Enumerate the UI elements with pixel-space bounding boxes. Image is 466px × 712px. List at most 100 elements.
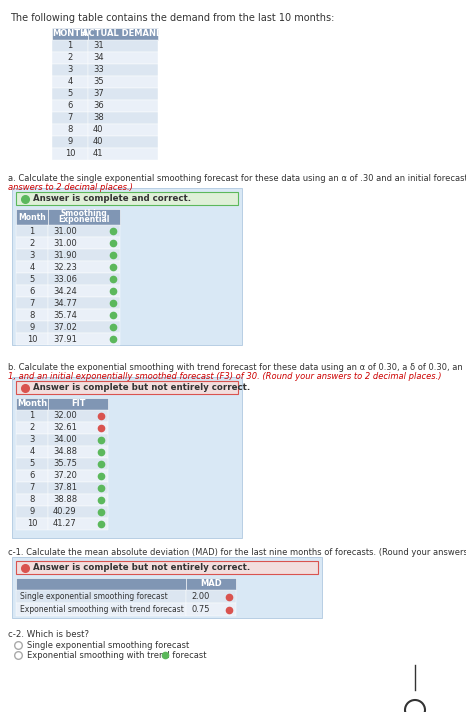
Bar [48, 494, 108, 506]
Bar [16, 321, 48, 333]
Text: 34.24: 34.24 [53, 286, 77, 295]
Bar [16, 434, 48, 446]
Bar [52, 100, 88, 112]
Bar [16, 285, 48, 297]
Bar [88, 88, 158, 100]
Bar [88, 52, 158, 64]
Bar [16, 297, 48, 309]
Text: 31.00: 31.00 [53, 226, 77, 236]
Bar [48, 209, 120, 225]
Text: 6: 6 [29, 471, 34, 481]
Text: 10: 10 [27, 520, 37, 528]
Bar [52, 52, 88, 64]
Text: The following table contains the demand from the last 10 months:: The following table contains the demand … [10, 13, 335, 23]
Bar [48, 249, 120, 261]
Text: 9: 9 [68, 137, 73, 147]
Bar [88, 76, 158, 88]
Bar [48, 321, 120, 333]
Bar [88, 28, 158, 40]
Bar [16, 273, 48, 285]
Text: 2: 2 [29, 239, 34, 248]
Bar [16, 309, 48, 321]
Bar [88, 136, 158, 148]
Text: 6: 6 [67, 102, 73, 110]
Bar [88, 40, 158, 52]
Text: Answer is complete and correct.: Answer is complete and correct. [33, 194, 191, 203]
Bar [48, 410, 108, 422]
Text: b. Calculate the exponential smoothing with trend forecast for these data using : b. Calculate the exponential smoothing w… [8, 363, 466, 372]
Bar [16, 209, 48, 225]
Text: c-1. Calculate the mean absolute deviation (MAD) for the last nine months of for: c-1. Calculate the mean absolute deviati… [8, 548, 466, 557]
Text: 32.61: 32.61 [53, 424, 77, 432]
Bar [16, 470, 48, 482]
Bar [16, 458, 48, 470]
Bar [186, 578, 236, 590]
Bar [48, 446, 108, 458]
Text: c-2. Which is best?: c-2. Which is best? [8, 630, 89, 639]
Text: 37.81: 37.81 [53, 483, 77, 493]
Text: 8: 8 [29, 310, 34, 320]
Text: 31.00: 31.00 [53, 239, 77, 248]
Bar [88, 100, 158, 112]
Bar [186, 603, 236, 616]
Bar [88, 64, 158, 76]
Text: 40: 40 [93, 125, 103, 135]
Text: 38: 38 [93, 113, 104, 122]
Bar [16, 398, 48, 410]
Text: 35.75: 35.75 [53, 459, 77, 468]
Bar [88, 148, 158, 160]
Text: 38.88: 38.88 [53, 496, 77, 505]
Text: Answer is complete but not entirely correct.: Answer is complete but not entirely corr… [33, 563, 250, 572]
Text: 9: 9 [29, 323, 34, 332]
Text: 34.88: 34.88 [53, 448, 77, 456]
Text: 0.75: 0.75 [191, 605, 210, 614]
Text: 7: 7 [67, 113, 73, 122]
Text: FIT: FIT [71, 399, 85, 409]
Bar [16, 381, 238, 394]
Text: answers to 2 decimal places.): answers to 2 decimal places.) [8, 183, 133, 192]
Bar [52, 88, 88, 100]
Text: 3: 3 [29, 436, 34, 444]
Bar [16, 561, 318, 574]
Text: 5: 5 [68, 90, 73, 98]
Text: MAD: MAD [200, 580, 222, 589]
Text: 1, and an initial exponentially smoothed forecast (F3) of 30. (Round your answer: 1, and an initial exponentially smoothed… [8, 372, 441, 381]
Bar [48, 285, 120, 297]
Text: Month: Month [18, 212, 46, 221]
Bar [52, 76, 88, 88]
Text: 37.91: 37.91 [53, 335, 77, 343]
Text: a. Calculate the single exponential smoothing forecast for these data using an α: a. Calculate the single exponential smoo… [8, 174, 466, 183]
Text: 34: 34 [93, 53, 103, 63]
Text: 32.00: 32.00 [53, 412, 77, 421]
Bar [12, 557, 322, 618]
Text: 7: 7 [29, 298, 34, 308]
Text: ACTUAL DEMAND: ACTUAL DEMAND [82, 29, 164, 38]
Text: 1: 1 [68, 41, 73, 51]
Bar [48, 237, 120, 249]
Text: 37.20: 37.20 [53, 471, 77, 481]
Bar [48, 261, 120, 273]
Bar [48, 470, 108, 482]
Bar [16, 192, 238, 205]
Bar [52, 148, 88, 160]
Text: 8: 8 [29, 496, 34, 505]
Bar [16, 494, 48, 506]
Text: 10: 10 [65, 150, 75, 159]
Text: 32.23: 32.23 [53, 263, 77, 271]
Bar [88, 124, 158, 136]
Bar [16, 249, 48, 261]
Bar [88, 112, 158, 124]
Bar [52, 136, 88, 148]
Bar [48, 434, 108, 446]
Bar [48, 518, 108, 530]
Bar [186, 590, 236, 603]
Text: 34.77: 34.77 [53, 298, 77, 308]
Text: 6: 6 [29, 286, 34, 295]
Bar [48, 225, 120, 237]
Bar [12, 377, 242, 538]
Bar [52, 40, 88, 52]
Text: Single exponential smoothing forecast: Single exponential smoothing forecast [27, 641, 189, 649]
Text: 41: 41 [93, 150, 103, 159]
Text: Single exponential smoothing forecast: Single exponential smoothing forecast [20, 592, 168, 601]
Text: 4: 4 [68, 78, 73, 86]
